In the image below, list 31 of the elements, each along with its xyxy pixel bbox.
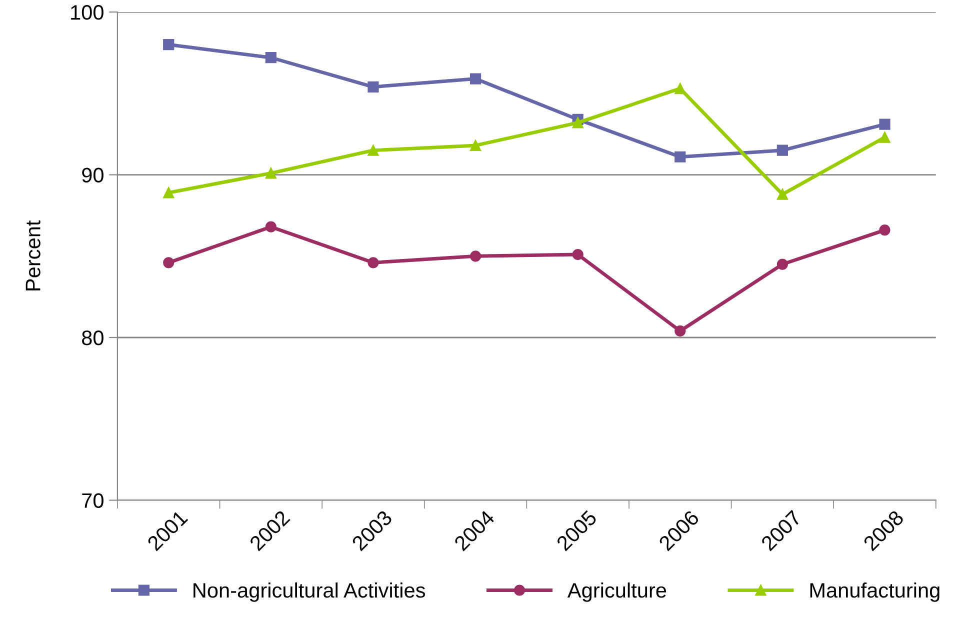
point xyxy=(470,140,482,152)
point xyxy=(674,325,686,337)
point xyxy=(265,221,276,232)
point xyxy=(163,39,174,50)
point xyxy=(776,258,788,270)
point xyxy=(879,118,890,130)
point xyxy=(470,250,482,262)
point xyxy=(776,144,788,156)
point xyxy=(368,144,379,156)
point xyxy=(265,168,276,179)
point xyxy=(265,52,276,64)
y-tick-label: 70 xyxy=(82,493,104,508)
y-axis-title: Percent xyxy=(26,220,40,290)
point xyxy=(879,132,890,143)
point xyxy=(572,117,584,128)
point xyxy=(368,257,379,268)
point xyxy=(163,257,174,268)
y-tick-label: 100 xyxy=(71,5,104,20)
point xyxy=(572,248,584,260)
point xyxy=(879,224,890,236)
legend-label: Manufacturing xyxy=(810,582,940,602)
legend-label: Non-agricultural Activities xyxy=(194,582,426,602)
point xyxy=(470,73,482,84)
y-tick-label: 80 xyxy=(82,330,104,346)
y-tick-label: 90 xyxy=(82,168,104,183)
point xyxy=(163,187,174,198)
point xyxy=(368,81,379,92)
legend-label: Agriculture xyxy=(567,582,666,602)
point xyxy=(776,188,788,200)
point xyxy=(674,151,686,162)
point xyxy=(674,82,686,94)
